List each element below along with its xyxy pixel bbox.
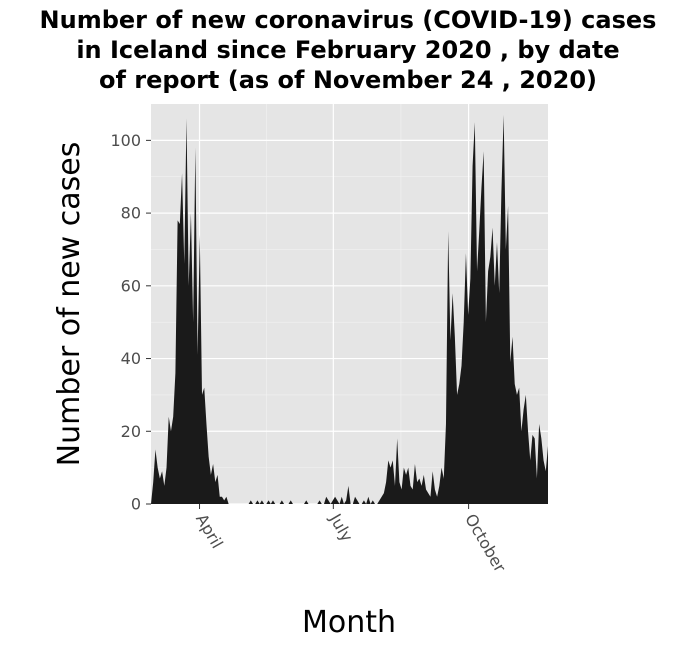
y-tick-label: 0 xyxy=(131,495,141,514)
x-axis-title: Month xyxy=(302,605,396,640)
y-tick-label: 40 xyxy=(121,349,141,368)
x-tick-label: April xyxy=(192,511,227,552)
y-tick-label: 100 xyxy=(110,131,141,150)
y-axis-title: Number of new cases xyxy=(52,142,87,467)
y-tick-label: 80 xyxy=(121,204,141,223)
chart-title-line-1: Number of new coronavirus (COVID-19) cas… xyxy=(40,6,657,34)
chart-title-line-2: in Iceland since February 2020 , by date xyxy=(76,36,619,64)
x-axis-ticks: April July October xyxy=(192,504,510,576)
new-cases-area xyxy=(151,114,548,504)
y-tick-label: 60 xyxy=(121,276,141,295)
x-tick-label: July xyxy=(325,510,356,545)
y-tick-label: 20 xyxy=(121,422,141,441)
x-tick-label: October xyxy=(461,511,510,576)
chart-title-line-3: of report (as of November 24 , 2020) xyxy=(99,66,597,94)
y-axis-ticks: 0 20 40 60 80 100 xyxy=(110,131,151,514)
